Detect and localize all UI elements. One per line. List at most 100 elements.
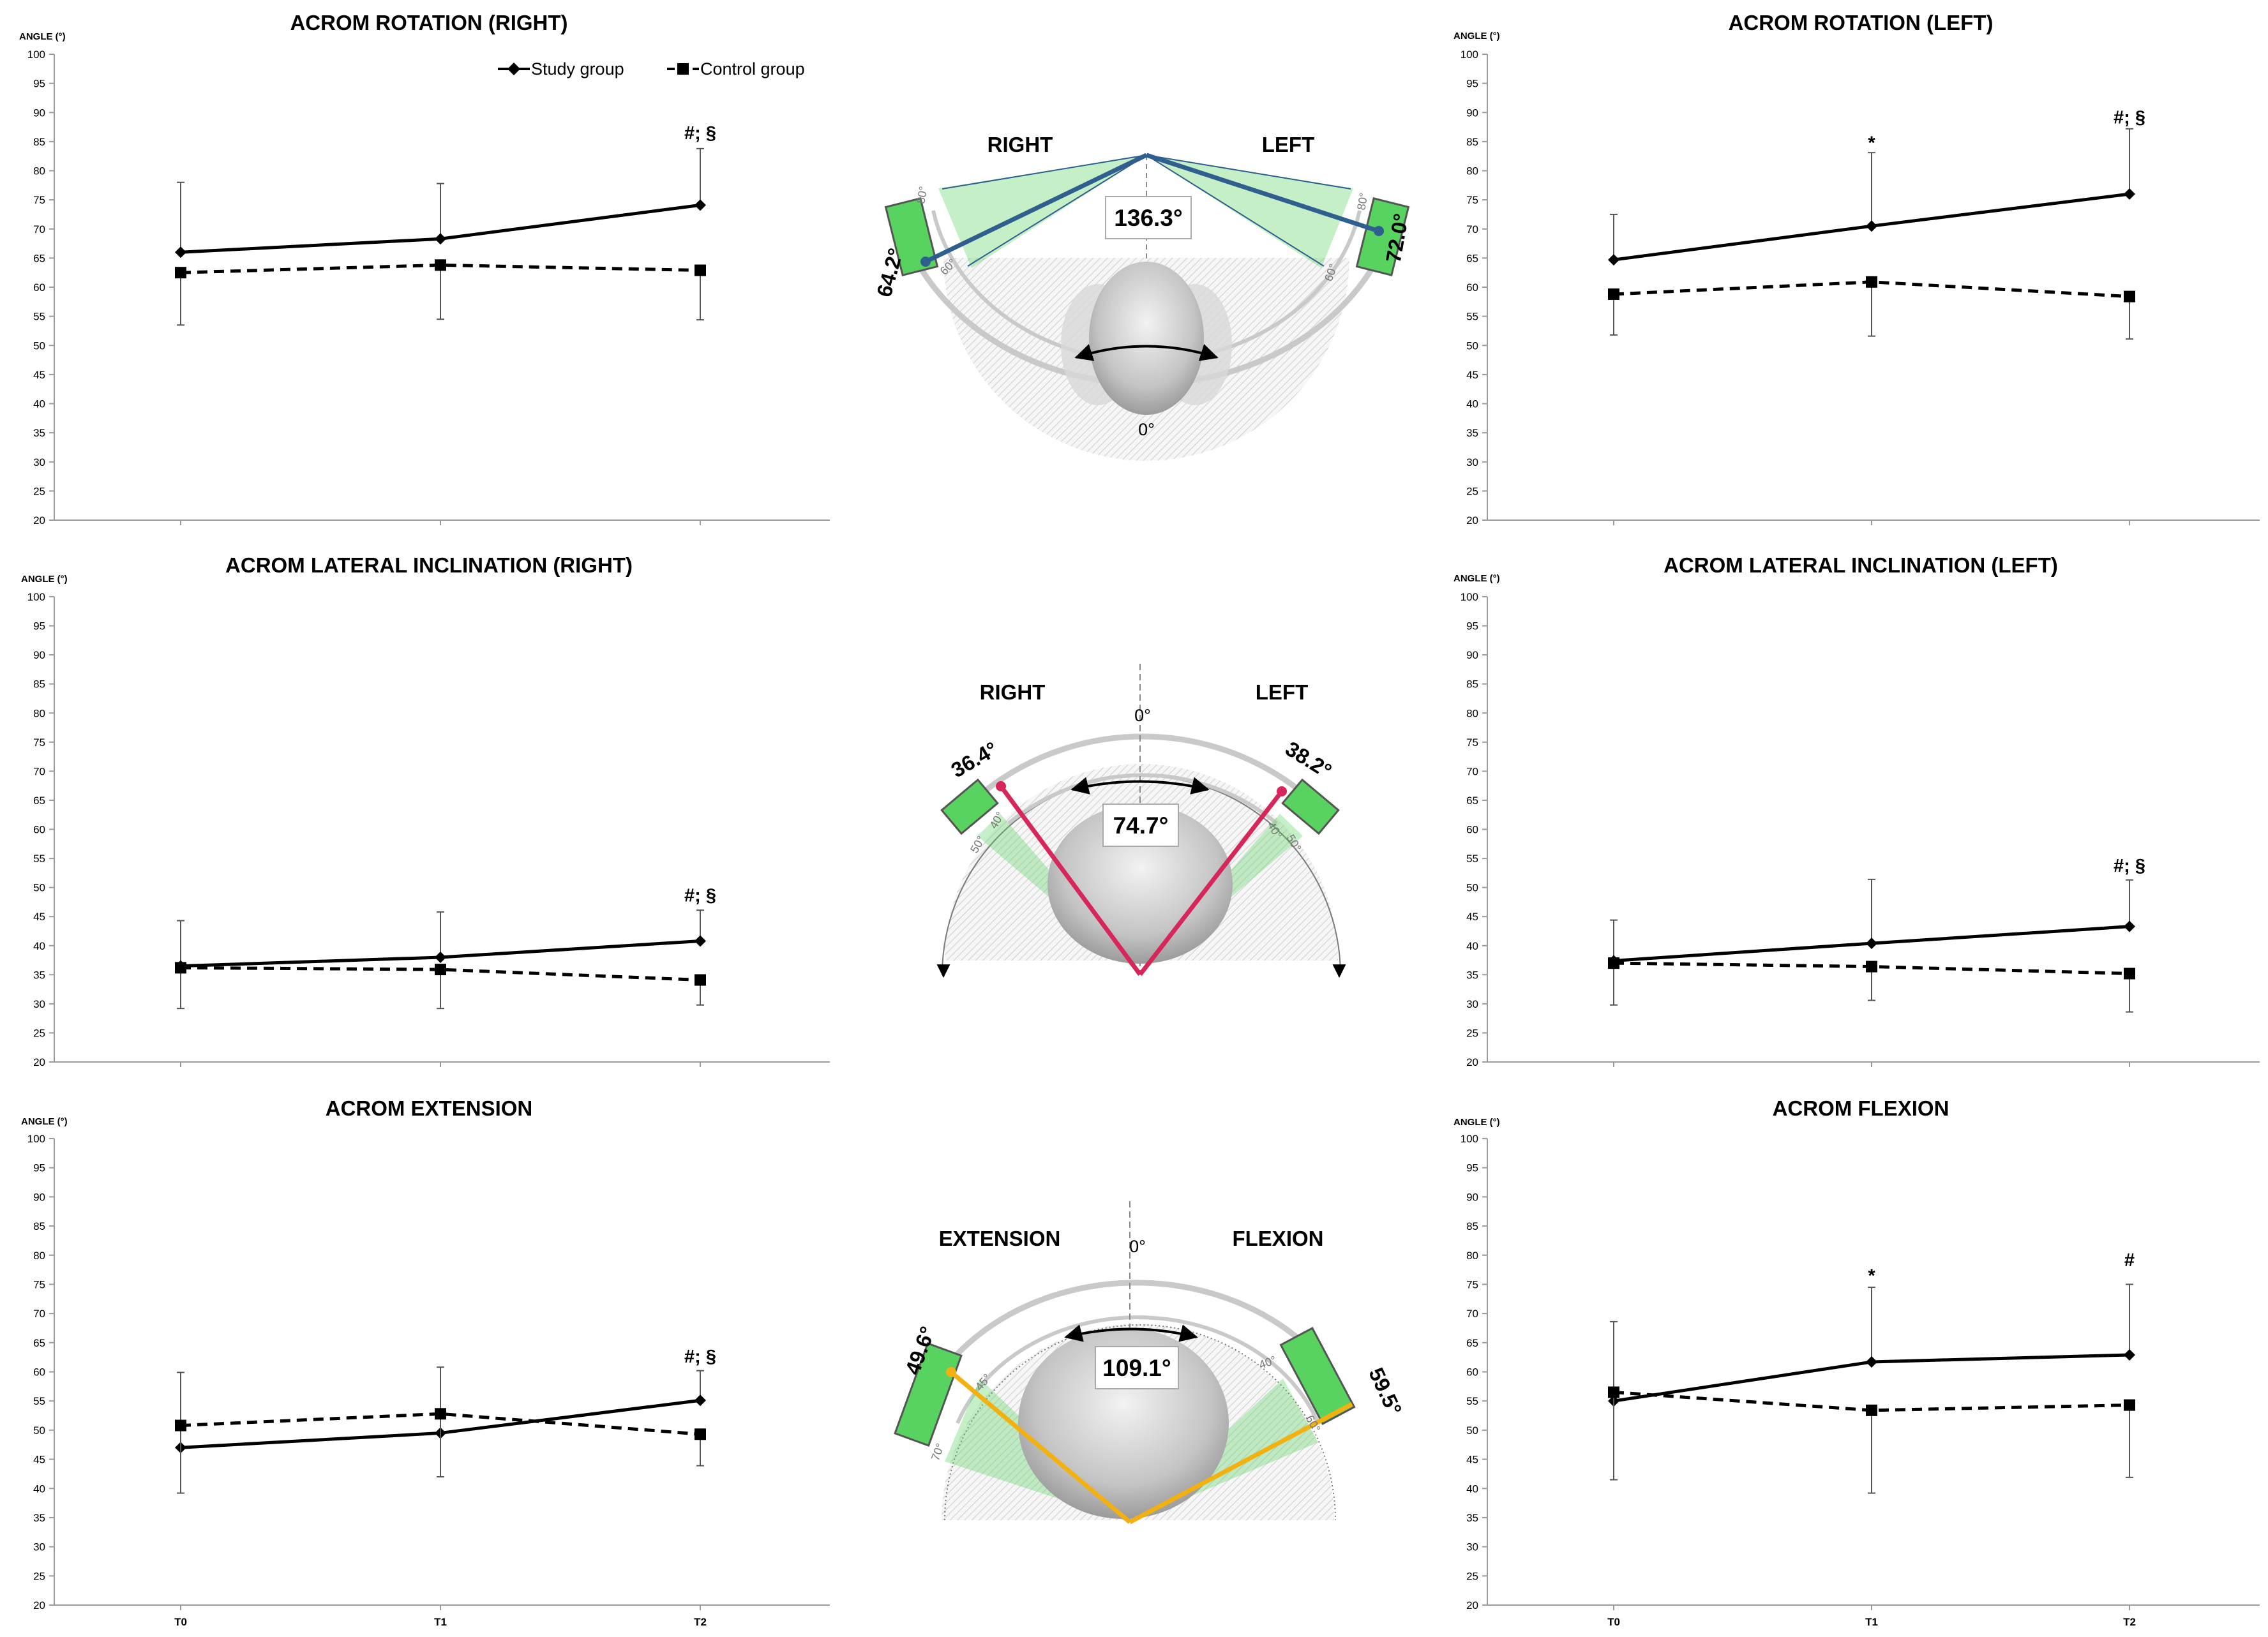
side-label-right: RIGHT	[980, 680, 1046, 704]
zone-label-max-left: 80°	[1355, 191, 1370, 211]
chart-rotation-left: ACROM ROTATION (LEFT) ANGLE (°) 20 25 30 35…	[1453, 11, 2260, 527]
data-point	[695, 974, 706, 986]
side-label-right: RIGHT	[988, 133, 1053, 156]
data-point	[695, 1394, 706, 1407]
total-box	[1095, 1346, 1179, 1389]
side-label-extension: EXTENSION	[939, 1227, 1061, 1250]
y-tick-label: 100	[27, 49, 45, 61]
y-tick-label: 90	[1466, 649, 1478, 661]
y-tick-label: 30	[1466, 998, 1478, 1010]
y-tick-label: 65	[33, 252, 45, 264]
zone-label-extension-max: 70°	[929, 1442, 947, 1462]
rotation-arrow	[1074, 344, 1219, 361]
side-label-left: LEFT	[1262, 133, 1314, 156]
y-tick-label: 65	[33, 1337, 45, 1349]
chart-title: ACROM LATERAL INCLINATION (LEFT)	[1663, 553, 2058, 577]
y-tick-label: 55	[33, 1395, 45, 1407]
y-tick-label: 80	[33, 707, 45, 719]
y-tick-label: 80	[33, 1250, 45, 1262]
y-tick-label: 95	[1466, 620, 1478, 632]
x-tick-label: T1	[1865, 1616, 1878, 1628]
y-tick-label: 45	[1466, 911, 1478, 923]
x-tick-label: T2	[694, 1616, 707, 1628]
zone-label-max-right: 80°	[914, 185, 929, 204]
plot-area: 20 25 30 35 40 45 50 55 60 65 70 75 80 85 90 95 100 * #; §	[1461, 49, 2260, 527]
y-tick-label: 75	[33, 736, 45, 749]
significance-label: #; §	[684, 885, 716, 906]
head-illustration	[1048, 804, 1233, 964]
zero-label: 0°	[1138, 420, 1155, 439]
data-point	[2124, 968, 2135, 980]
y-tick-label: 65	[1466, 252, 1478, 264]
data-point	[1866, 276, 1877, 288]
y-tick-label: 20	[1466, 514, 1478, 527]
data-point	[1608, 957, 1619, 969]
y-tick-label: 90	[33, 107, 45, 119]
y-tick-label: 85	[33, 136, 45, 148]
series-control	[175, 962, 706, 1010]
series-control	[1608, 957, 2135, 1013]
plot-area: 20 25 30 35 40 45 50 55 60 65 70 75 80 85 90 95 100 #; §	[1461, 591, 2260, 1068]
y-tick-label: 80	[1466, 707, 1478, 719]
y-tick-label: 85	[33, 678, 45, 691]
y-tick-label: 95	[33, 1162, 45, 1174]
measured-line-right	[924, 153, 1148, 264]
y-tick-label: 90	[1466, 1191, 1478, 1203]
y-tick-label: 40	[1466, 940, 1478, 952]
side-label-left: LEFT	[1256, 680, 1308, 704]
chart-title: ACROM ROTATION (LEFT)	[1729, 11, 1994, 34]
y-tick-label: 85	[1466, 136, 1478, 148]
y-tick-label: 60	[33, 824, 45, 836]
y-tick-label: 100	[1461, 49, 1478, 61]
chart-rotation-right: ACROM ROTATION (RIGHT) ANGLE (°) 20 25 30 3…	[19, 11, 830, 527]
total-value: 74.7°	[1113, 812, 1169, 839]
y-tick-label: 40	[33, 1483, 45, 1495]
y-tick-label: 25	[1466, 1570, 1478, 1582]
y-tick-label: 30	[33, 1541, 45, 1553]
y-tick-label: 55	[33, 853, 45, 865]
series-line	[180, 263, 701, 274]
y-tick-label: 100	[1461, 591, 1478, 603]
y-tick-label: 20	[33, 514, 45, 527]
data-point	[2124, 920, 2135, 932]
y-tick-label: 35	[33, 969, 45, 981]
y-tick-label: 35	[1466, 1512, 1478, 1524]
significance-label: #	[2124, 1250, 2135, 1271]
data-point	[435, 233, 446, 245]
significance-label: #; §	[2114, 856, 2145, 876]
total-box	[1105, 196, 1192, 239]
legend-marker-square	[677, 63, 689, 75]
y-tick-label: 95	[1466, 78, 1478, 90]
y-tick-label: 35	[33, 427, 45, 439]
y-tick-label: 50	[33, 882, 45, 894]
y-tick-label: 75	[33, 1278, 45, 1290]
data-point	[1866, 1356, 1877, 1368]
normal-zone-box-extension	[894, 1342, 963, 1447]
value-left: 38.2°	[1281, 736, 1335, 782]
data-point	[2124, 188, 2135, 200]
data-point	[695, 199, 706, 211]
measured-point-extension	[946, 1367, 956, 1377]
measured-point-left	[1374, 226, 1384, 236]
y-tick-label: 85	[33, 1220, 45, 1232]
y-tick-label: 80	[1466, 1250, 1478, 1262]
y-tick-label: 20	[33, 1056, 45, 1068]
y-tick-label: 70	[1466, 1308, 1478, 1320]
x-tick-label: T0	[174, 1616, 187, 1628]
y-tick-label: 30	[1466, 456, 1478, 468]
chart-inclination-left: ACROM LATERAL INCLINATION (LEFT) ANGLE (…	[1453, 553, 2260, 1068]
y-tick-label: 55	[1466, 311, 1478, 323]
y-tick-label: 20	[1466, 1056, 1478, 1068]
y-tick-label: 30	[33, 998, 45, 1010]
normal-range-fan-right	[938, 155, 1146, 268]
x-tick-label: T2	[2123, 1616, 2136, 1628]
plot-area: 20 25 30 35 40 45 50 55 60 65 70 75 80 85 90 95 100 #; §	[27, 49, 830, 527]
data-point	[1608, 1386, 1619, 1398]
zone-edge-line	[967, 154, 1147, 267]
total-value: 136.3°	[1114, 205, 1182, 231]
data-point	[435, 259, 446, 271]
y-tick-label: 55	[1466, 1395, 1478, 1407]
series-line	[180, 966, 701, 982]
y-tick-label: 45	[1466, 369, 1478, 381]
